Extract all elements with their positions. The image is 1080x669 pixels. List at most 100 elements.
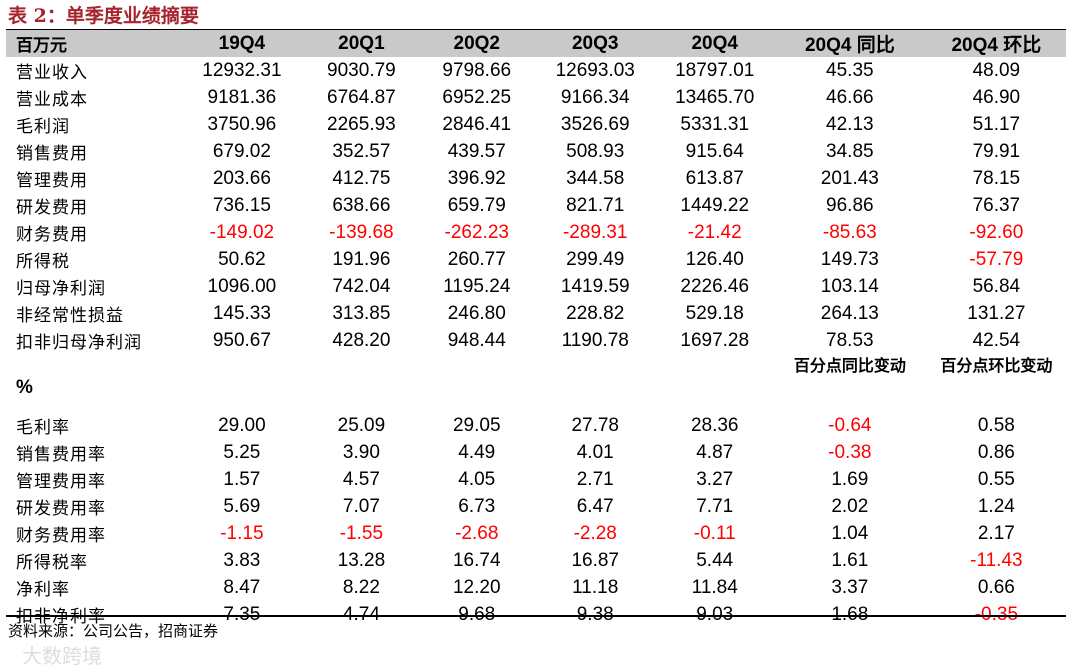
table-cell: 3.27 (696, 468, 734, 490)
table-cell: 613.87 (685, 167, 744, 189)
row-label: 销售费用 (16, 144, 88, 164)
table-cell: 439.57 (447, 140, 506, 162)
table-cell: 6.73 (458, 495, 496, 517)
table-row: 归母净利润 1096.00 742.04 1195.24 1419.59 2226.46 1… (6, 273, 1066, 300)
table-cell: 28.36 (690, 414, 739, 436)
table-cell: 950.67 (212, 329, 271, 351)
column-header: 20Q4 环比 (926, 30, 1066, 57)
table-cell: 246.80 (447, 302, 506, 324)
table-cell: 16.74 (452, 549, 501, 571)
column-header: 20Q1 (303, 30, 420, 57)
summary-table: 百万元 19Q4 20Q1 20Q2 20Q3 20Q4 20Q4 同比 20Q… (6, 30, 1066, 628)
table-cell: 5.44 (696, 549, 734, 571)
table-cell: 6.47 (576, 495, 614, 517)
bottom-rule (6, 615, 1066, 617)
table-cell: 9.68 (458, 603, 496, 625)
table-cell: 1195.24 (443, 275, 511, 297)
table-cell: 149.73 (820, 248, 879, 270)
table-cell: 8.22 (342, 576, 380, 598)
table-cell: -0.38 (828, 441, 872, 463)
column-header: 20Q3 (533, 30, 657, 57)
table-cell: 34.85 (826, 140, 874, 162)
table-cell: 78.53 (826, 329, 874, 351)
table-cell: -1.15 (220, 522, 264, 544)
table-cell: 79.91 (972, 140, 1021, 162)
table-cell: 1096.00 (207, 275, 277, 297)
table-cell: 2226.46 (680, 275, 750, 297)
table-cell: 4.87 (696, 441, 734, 463)
table-row: 销售费用 679.02 352.57 439.57 508.93 915.64 34.85 7… (6, 138, 1066, 165)
table-cell: -262.23 (444, 221, 509, 243)
table-row: 毛利润 3750.96 2265.93 2846.41 3526.69 5331.31 42… (6, 111, 1066, 138)
table-row: 销售费用率 5.25 3.90 4.49 4.01 4.87 -0.38 0.86 (6, 439, 1066, 466)
row-label: 研发费用 (16, 198, 88, 218)
table-cell: 9166.34 (560, 86, 630, 108)
table-cell: 742.04 (332, 275, 391, 297)
table-cell: 313.85 (332, 302, 391, 324)
table-cell: 126.40 (685, 248, 744, 270)
table-cell: 16.87 (571, 549, 619, 571)
table-cell: 145.33 (212, 302, 271, 324)
table-cell: 50.62 (218, 248, 266, 270)
table-cell: 529.18 (685, 302, 744, 324)
table-cell: 3.90 (342, 441, 380, 463)
table-cell: -139.68 (329, 221, 394, 243)
table-cell: 2846.41 (442, 113, 512, 135)
table-cell: 42.54 (972, 329, 1021, 351)
row-label: 营业收入 (16, 63, 88, 83)
percent-unit: % (16, 377, 34, 398)
table-cell: 11.84 (691, 576, 738, 598)
table-cell: 78.15 (972, 167, 1021, 189)
row-label: 管理费用率 (16, 472, 106, 492)
table-cell: -57.79 (969, 248, 1024, 270)
table-cell: 1419.59 (560, 275, 630, 297)
table-cell: 7.07 (342, 495, 380, 517)
row-label: 净利率 (16, 580, 70, 600)
table-cell: 6952.25 (442, 86, 512, 108)
table-row: 毛利率 29.00 25.09 29.05 27.78 28.36 -0.64 0.58 (6, 412, 1066, 439)
table-cell: 2.02 (831, 495, 869, 517)
section2-header-row: % 百分点同比变动 百分点环比变动 (6, 354, 1066, 412)
table-cell: 2.17 (977, 522, 1015, 544)
table-cell: -11.43 (970, 549, 1023, 571)
row-label: 归母净利润 (16, 279, 106, 299)
table-cell: 1.57 (223, 468, 261, 490)
table-cell: 1.04 (831, 522, 869, 544)
row-label: 毛利润 (16, 117, 70, 137)
source-note: 资料来源：公司公告，招商证券 (8, 622, 219, 640)
table-cell: -149.02 (209, 221, 275, 243)
table-cell: 1.68 (831, 603, 869, 625)
table-cell: 9798.66 (442, 59, 512, 81)
table-cell: 228.82 (566, 302, 625, 324)
table-cell: 12932.31 (202, 59, 282, 81)
table-cell: 103.14 (820, 275, 879, 297)
table-cell: 1.24 (977, 495, 1015, 517)
table-header-row: 百万元 19Q4 20Q1 20Q2 20Q3 20Q4 20Q4 同比 20Q… (6, 30, 1066, 57)
table-cell: 45.35 (826, 59, 874, 81)
watermark: 大数跨境 (22, 644, 102, 668)
table-cell: 7.71 (696, 495, 734, 517)
table-cell: 4.49 (458, 441, 496, 463)
table-cell: 679.02 (212, 140, 271, 162)
table-cell: 299.49 (566, 248, 625, 270)
table-cell: 7.35 (223, 603, 261, 625)
table-cell: 8.47 (223, 576, 261, 598)
table-cell: -85.63 (822, 221, 877, 243)
table-cell: 46.90 (972, 86, 1021, 108)
table-cell: 396.92 (447, 167, 506, 189)
table-cell: 9.38 (576, 603, 614, 625)
table-cell: 27.78 (571, 414, 619, 436)
table-cell: 25.09 (337, 414, 386, 436)
row-label: 财务费用率 (16, 526, 106, 546)
table-cell: 11.18 (572, 576, 619, 598)
table-cell: 264.13 (820, 302, 879, 324)
table-cell: 3526.69 (560, 113, 630, 135)
table-cell: 6764.87 (327, 86, 396, 108)
table-cell: 12693.03 (555, 59, 635, 81)
table-cell: 4.74 (342, 603, 380, 625)
table-cell: 2.71 (576, 468, 614, 490)
table-cell: 659.79 (447, 194, 506, 216)
table-cell: 201.43 (820, 167, 879, 189)
table-cell: -2.28 (573, 522, 617, 544)
table-cell: 76.37 (972, 194, 1021, 216)
